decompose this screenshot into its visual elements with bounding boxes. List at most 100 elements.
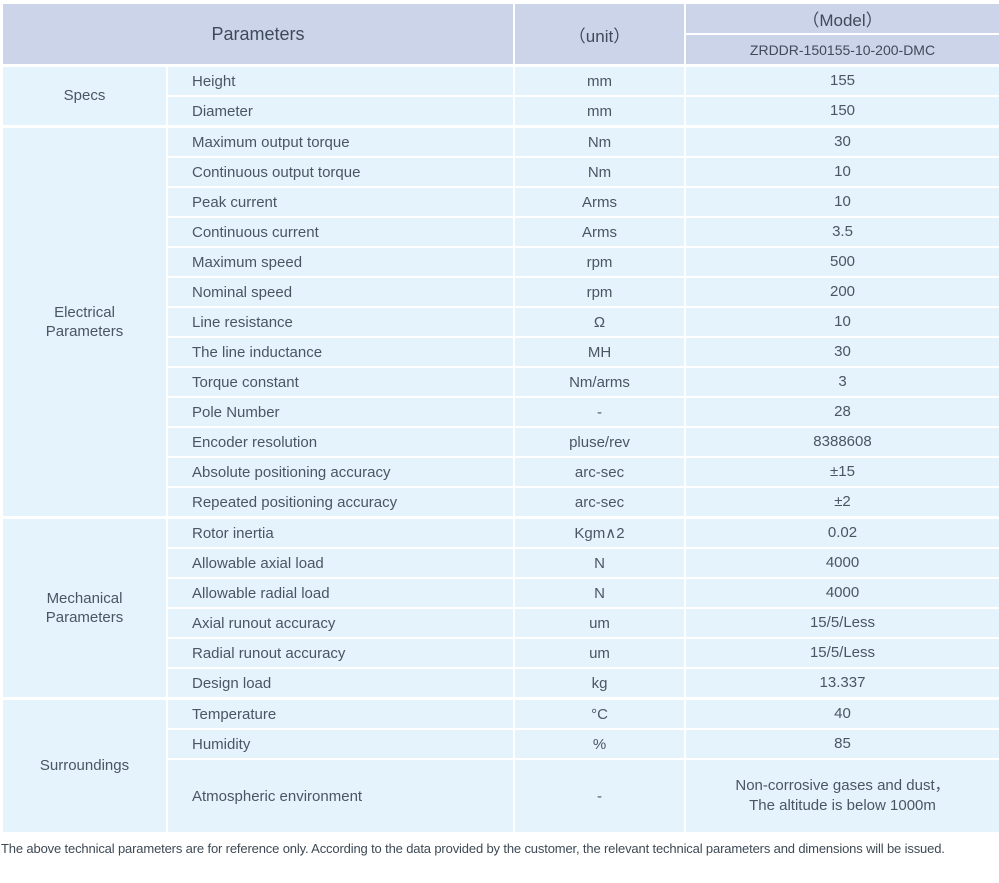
footer-note: The above technical parameters are for r… bbox=[1, 841, 945, 856]
spec-table: Parameters （unit） （Model） ZRDDR-150155-1… bbox=[3, 4, 999, 832]
param-cell: Absolute positioning accuracy bbox=[168, 458, 513, 486]
value-cell: ±15 bbox=[686, 458, 999, 486]
param-cell: The line inductance bbox=[168, 338, 513, 366]
param-cell: Nominal speed bbox=[168, 278, 513, 306]
value-cell: 3 bbox=[686, 368, 999, 396]
unit-cell: Arms bbox=[515, 188, 684, 216]
unit-cell: °C bbox=[515, 700, 684, 728]
table-row: Absolute positioning accuracy arc-sec ±15 bbox=[168, 458, 999, 486]
table-row: Continuous output torque Nm 10 bbox=[168, 158, 999, 186]
unit-cell: - bbox=[515, 760, 684, 832]
value-cell: 15/5/Less bbox=[686, 639, 999, 667]
value-cell: 155 bbox=[686, 67, 999, 95]
unit-cell: Nm/arms bbox=[515, 368, 684, 396]
unit-cell: Ω bbox=[515, 308, 684, 336]
section-mechanical-parameters: Mechanical Parameters Rotor inertia Kgm∧2 0… bbox=[3, 519, 999, 697]
group-cell: Mechanical Parameters bbox=[3, 519, 166, 697]
value-cell: 13.337 bbox=[686, 669, 999, 697]
value-cell: 500 bbox=[686, 248, 999, 276]
value-cell: 15/5/Less bbox=[686, 609, 999, 637]
section-rows: Height mm 155 Diameter mm 150 bbox=[168, 67, 999, 125]
param-cell: Height bbox=[168, 67, 513, 95]
param-cell: Pole Number bbox=[168, 398, 513, 426]
unit-cell: mm bbox=[515, 67, 684, 95]
unit-cell: % bbox=[515, 730, 684, 758]
param-cell: Diameter bbox=[168, 97, 513, 125]
param-cell: Design load bbox=[168, 669, 513, 697]
table-row: Peak current Arms 10 bbox=[168, 188, 999, 216]
section-rows: Maximum output torque Nm 30 Continuous outp… bbox=[168, 128, 999, 516]
table-row: Nominal speed rpm 200 bbox=[168, 278, 999, 306]
table-row: Pole Number -28 bbox=[168, 398, 999, 426]
value-cell: 3.5 bbox=[686, 218, 999, 246]
unit-cell: arc-sec bbox=[515, 458, 684, 486]
param-cell: Temperature bbox=[168, 700, 513, 728]
unit-cell: Nm bbox=[515, 128, 684, 156]
table-row: Design load kg 13.337 bbox=[168, 669, 999, 697]
unit-cell: rpm bbox=[515, 278, 684, 306]
section-electrical-parameters: Electrical Parameters Maximum output torq… bbox=[3, 128, 999, 516]
table-row: Radial runout accuracy um 15/5/Less bbox=[168, 639, 999, 667]
section-rows: Rotor inertia Kgm∧2 0.02 Allowable axial lo… bbox=[168, 519, 999, 697]
table-row: Continuous current Arms 3.5 bbox=[168, 218, 999, 246]
unit-cell: - bbox=[515, 398, 684, 426]
unit-cell: MH bbox=[515, 338, 684, 366]
param-cell: Line resistance bbox=[168, 308, 513, 336]
param-cell: Maximum speed bbox=[168, 248, 513, 276]
value-cell: ±2 bbox=[686, 488, 999, 516]
value-cell: 30 bbox=[686, 338, 999, 366]
section-surroundings: Surroundings Temperature °C 40 Humidity% 85 At… bbox=[3, 700, 999, 832]
section-rows: Temperature °C 40 Humidity% 85 Atmospheric en… bbox=[168, 700, 999, 832]
param-cell: Encoder resolution bbox=[168, 428, 513, 456]
group-cell: Specs bbox=[3, 67, 166, 125]
header-model: （Model） ZRDDR-150155-10-200-DMC bbox=[686, 4, 999, 64]
table-row: Repeated positioning accuracy arc-sec ±2 bbox=[168, 488, 999, 516]
param-cell: Torque constant bbox=[168, 368, 513, 396]
value-cell: 40 bbox=[686, 700, 999, 728]
table-row: Torque constant Nm/arms 3 bbox=[168, 368, 999, 396]
param-cell: Humidity bbox=[168, 730, 513, 758]
header-unit: （unit） bbox=[515, 4, 684, 64]
table-row: The line inductance MH 30 bbox=[168, 338, 999, 366]
param-cell: Radial runout accuracy bbox=[168, 639, 513, 667]
param-cell: Continuous output torque bbox=[168, 158, 513, 186]
unit-cell: rpm bbox=[515, 248, 684, 276]
unit-cell: kg bbox=[515, 669, 684, 697]
table-row: Encoder resolution pluse/rev 8388608 bbox=[168, 428, 999, 456]
unit-cell: arc-sec bbox=[515, 488, 684, 516]
param-cell: Allowable radial load bbox=[168, 579, 513, 607]
value-cell: 28 bbox=[686, 398, 999, 426]
header-model-value: ZRDDR-150155-10-200-DMC bbox=[686, 35, 999, 64]
value-cell: 10 bbox=[686, 308, 999, 336]
value-cell: 150 bbox=[686, 97, 999, 125]
param-cell: Atmospheric environment bbox=[168, 760, 513, 832]
table-row: Allowable axial load N 4000 bbox=[168, 549, 999, 577]
unit-cell: Nm bbox=[515, 158, 684, 186]
group-cell: Surroundings bbox=[3, 700, 166, 832]
table-row: Temperature °C 40 bbox=[168, 700, 999, 728]
param-cell: Allowable axial load bbox=[168, 549, 513, 577]
param-cell: Maximum output torque bbox=[168, 128, 513, 156]
value-cell: 4000 bbox=[686, 549, 999, 577]
unit-cell: N bbox=[515, 549, 684, 577]
table-row: Allowable radial load N 4000 bbox=[168, 579, 999, 607]
header-model-label: （Model） bbox=[686, 4, 999, 33]
value-cell: 8388608 bbox=[686, 428, 999, 456]
value-cell: 200 bbox=[686, 278, 999, 306]
unit-cell: um bbox=[515, 639, 684, 667]
header-parameters: Parameters bbox=[3, 4, 513, 64]
unit-cell: mm bbox=[515, 97, 684, 125]
value-cell: 10 bbox=[686, 158, 999, 186]
table-row: Humidity% 85 bbox=[168, 730, 999, 758]
table-row: Rotor inertia Kgm∧2 0.02 bbox=[168, 519, 999, 547]
table-header: Parameters （unit） （Model） ZRDDR-150155-1… bbox=[3, 4, 999, 64]
param-cell: Axial runout accuracy bbox=[168, 609, 513, 637]
value-cell: 85 bbox=[686, 730, 999, 758]
section-specs: Specs Height mm 155 Diameter mm 150 bbox=[3, 67, 999, 125]
value-cell: 0.02 bbox=[686, 519, 999, 547]
param-cell: Continuous current bbox=[168, 218, 513, 246]
table-body: Specs Height mm 155 Diameter mm 150 Electrical … bbox=[3, 67, 999, 832]
table-row: Height mm 155 bbox=[168, 67, 999, 95]
unit-cell: N bbox=[515, 579, 684, 607]
unit-cell: pluse/rev bbox=[515, 428, 684, 456]
